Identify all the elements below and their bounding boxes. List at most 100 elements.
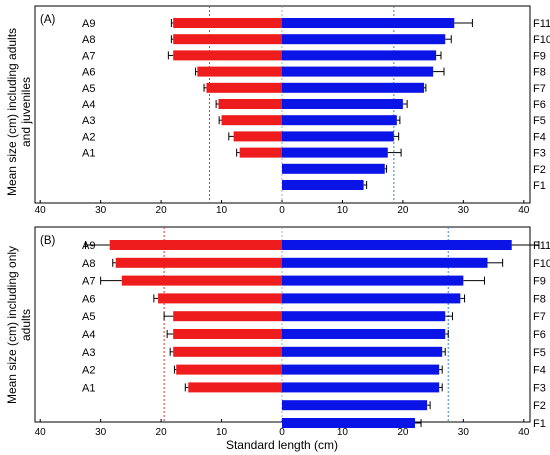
adult-label-a-8: A1 (82, 148, 95, 160)
female-label-b-10: F1 (533, 418, 546, 430)
female-bar-a-9 (282, 163, 385, 174)
adult-bar-b-6 (173, 346, 282, 357)
adult-label-b-8: A1 (82, 382, 95, 394)
adult-label-b-4: A5 (82, 311, 95, 323)
x-tick-label-b-3: 10 (216, 427, 228, 438)
x-tick-label-a-8: 40 (518, 205, 530, 216)
adult-bar-a-4 (206, 82, 282, 93)
x-tick-label-b-1: 30 (95, 427, 107, 438)
female-label-b-3: F8 (533, 293, 546, 305)
adult-label-a-4: A5 (82, 83, 95, 95)
female-label-b-9: F2 (533, 400, 546, 412)
x-tick-label-b-0: 40 (35, 427, 47, 438)
female-label-a-7: F4 (533, 131, 546, 143)
female-bar-b-8 (282, 382, 440, 393)
plot-frame-b (34, 226, 531, 423)
female-bar-b-7 (282, 364, 440, 375)
adult-label-a-2: A7 (82, 50, 95, 62)
panel-b: 40 30 20 10 0 10 20 30 40 F11 F10 F9 F8 F7 F6 F5 F4 F3 F2 F… (5, 226, 550, 438)
x-tick-label-a-2: 20 (156, 205, 168, 216)
adult-bar-b-1 (115, 257, 282, 268)
female-bar-b-1 (282, 257, 488, 268)
adult-label-b-2: A7 (82, 276, 95, 288)
adult-label-b-0: A9 (82, 240, 95, 252)
female-label-a-4: F7 (533, 83, 546, 95)
female-bar-b-10 (282, 418, 415, 428)
adult-label-b-1: A8 (82, 258, 95, 270)
female-label-b-7: F4 (533, 365, 546, 377)
x-axis-title: Standard length (cm) (226, 438, 338, 452)
adult-label-b-6: A3 (82, 347, 95, 359)
panel-label-a: (A) (40, 14, 56, 26)
female-bar-b-3 (282, 293, 461, 304)
adult-bar-b-7 (176, 364, 282, 375)
female-bar-a-10 (282, 180, 364, 190)
x-tick-label-b-5: 10 (337, 427, 349, 438)
adult-label-a-1: A8 (82, 34, 95, 46)
female-label-a-1: F10 (533, 34, 550, 46)
y-axis-title-line-a-1: and juveniles (19, 77, 33, 147)
female-bar-a-2 (282, 50, 437, 61)
female-bar-b-2 (282, 275, 464, 286)
adult-bar-a-8 (239, 147, 282, 158)
x-tick-label-a-0: 40 (35, 205, 47, 216)
female-label-a-2: F9 (533, 50, 546, 62)
y-axis-title-b: Mean size (cm) including onlyadults (5, 246, 33, 404)
adult-bar-b-8 (188, 382, 282, 393)
female-bar-b-5 (282, 329, 446, 339)
female-label-b-8: F3 (533, 382, 546, 394)
female-label-a-8: F3 (533, 148, 546, 160)
female-label-b-4: F7 (533, 311, 546, 323)
panel-a: 40 30 20 10 0 10 20 30 40 F11 F10 F9 F8 F7 F6 F5 F4 F3 F2 F… (5, 5, 550, 216)
female-bar-a-3 (282, 66, 434, 77)
adult-bar-b-3 (158, 293, 282, 304)
female-bar-b-0 (282, 240, 512, 250)
female-bar-b-6 (282, 346, 443, 357)
adult-label-a-7: A2 (82, 131, 95, 143)
adult-label-a-5: A4 (82, 99, 95, 111)
adult-bar-a-3 (197, 66, 282, 77)
female-label-a-9: F2 (533, 164, 546, 176)
female-bar-a-0 (282, 18, 455, 28)
x-tick-label-a-7: 30 (458, 205, 470, 216)
female-bar-a-5 (282, 99, 403, 109)
x-tick-label-a-6: 20 (397, 205, 409, 216)
female-label-b-2: F9 (533, 276, 546, 288)
x-tick-label-a-4: 0 (279, 205, 285, 216)
female-label-a-0: F11 (533, 18, 550, 30)
adult-label-a-6: A3 (82, 115, 95, 127)
x-tick-label-b-6: 20 (397, 427, 409, 438)
y-axis-title-line-a-0: Mean size (cm) including adults (5, 28, 19, 196)
female-label-a-10: F1 (533, 180, 546, 192)
adult-bar-b-0 (109, 240, 282, 250)
female-bar-a-8 (282, 147, 388, 158)
female-label-b-1: F10 (533, 258, 550, 270)
adult-label-a-3: A6 (82, 67, 95, 79)
female-label-b-6: F5 (533, 347, 546, 359)
y-axis-title-line-b-0: Mean size (cm) including only (5, 246, 19, 404)
y-axis-title-a: Mean size (cm) including adultsand juven… (5, 28, 33, 196)
female-label-a-5: F6 (533, 99, 546, 111)
y-axis-title-line-b-1: adults (19, 309, 33, 341)
female-label-b-5: F6 (533, 329, 546, 341)
x-tick-label-b-7: 30 (458, 427, 470, 438)
female-bar-b-4 (282, 311, 446, 322)
adult-bar-b-5 (173, 329, 282, 339)
adult-bar-a-1 (173, 34, 282, 45)
x-tick-label-a-5: 10 (337, 205, 349, 216)
x-tick-label-a-1: 30 (95, 205, 107, 216)
female-bar-b-9 (282, 400, 428, 411)
adult-label-b-5: A4 (82, 329, 95, 341)
panel-label-b: (B) (40, 235, 56, 247)
adult-bar-a-7 (233, 131, 282, 142)
female-bar-a-6 (282, 115, 397, 126)
adult-label-b-7: A2 (82, 365, 95, 377)
female-label-a-6: F5 (533, 115, 546, 127)
adult-label-a-0: A9 (82, 18, 95, 30)
female-bar-a-1 (282, 34, 446, 45)
female-bar-a-7 (282, 131, 394, 142)
x-tick-label-b-2: 20 (156, 427, 168, 438)
female-label-a-3: F8 (533, 67, 546, 79)
adult-label-b-3: A6 (82, 293, 95, 305)
